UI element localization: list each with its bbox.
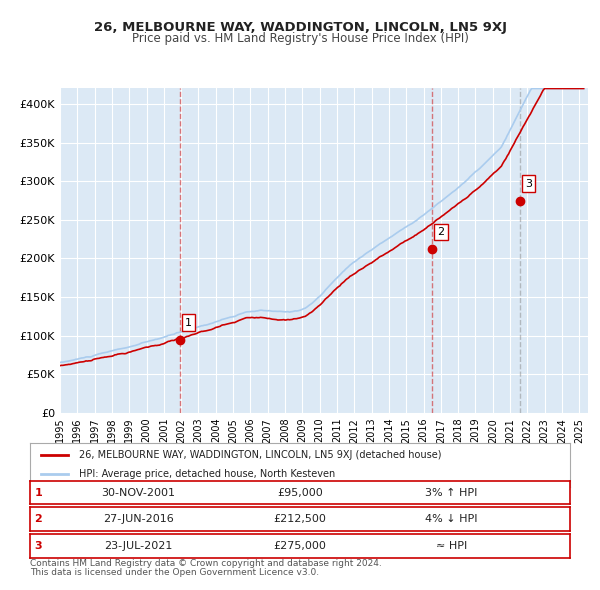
Text: HPI: Average price, detached house, North Kesteven: HPI: Average price, detached house, Nort… xyxy=(79,470,335,479)
Text: 27-JUN-2016: 27-JUN-2016 xyxy=(103,514,173,524)
Text: 1: 1 xyxy=(34,488,42,497)
Text: £275,000: £275,000 xyxy=(274,541,326,550)
Text: £95,000: £95,000 xyxy=(277,488,323,497)
Text: 4% ↓ HPI: 4% ↓ HPI xyxy=(425,514,478,524)
Text: 1: 1 xyxy=(185,317,192,327)
Text: 30-NOV-2001: 30-NOV-2001 xyxy=(101,488,175,497)
Text: 3: 3 xyxy=(34,541,42,550)
Text: This data is licensed under the Open Government Licence v3.0.: This data is licensed under the Open Gov… xyxy=(30,568,319,577)
Text: 3% ↑ HPI: 3% ↑ HPI xyxy=(425,488,478,497)
Text: 2: 2 xyxy=(34,514,42,524)
Text: 26, MELBOURNE WAY, WADDINGTON, LINCOLN, LN5 9XJ (detached house): 26, MELBOURNE WAY, WADDINGTON, LINCOLN, … xyxy=(79,450,441,460)
Text: 2: 2 xyxy=(437,227,445,237)
Text: Contains HM Land Registry data © Crown copyright and database right 2024.: Contains HM Land Registry data © Crown c… xyxy=(30,559,382,568)
Text: 23-JUL-2021: 23-JUL-2021 xyxy=(104,541,172,550)
Text: 26, MELBOURNE WAY, WADDINGTON, LINCOLN, LN5 9XJ: 26, MELBOURNE WAY, WADDINGTON, LINCOLN, … xyxy=(94,21,506,34)
Text: Price paid vs. HM Land Registry's House Price Index (HPI): Price paid vs. HM Land Registry's House … xyxy=(131,32,469,45)
Text: £212,500: £212,500 xyxy=(274,514,326,524)
Text: 3: 3 xyxy=(525,179,532,189)
Text: ≈ HPI: ≈ HPI xyxy=(436,541,467,550)
